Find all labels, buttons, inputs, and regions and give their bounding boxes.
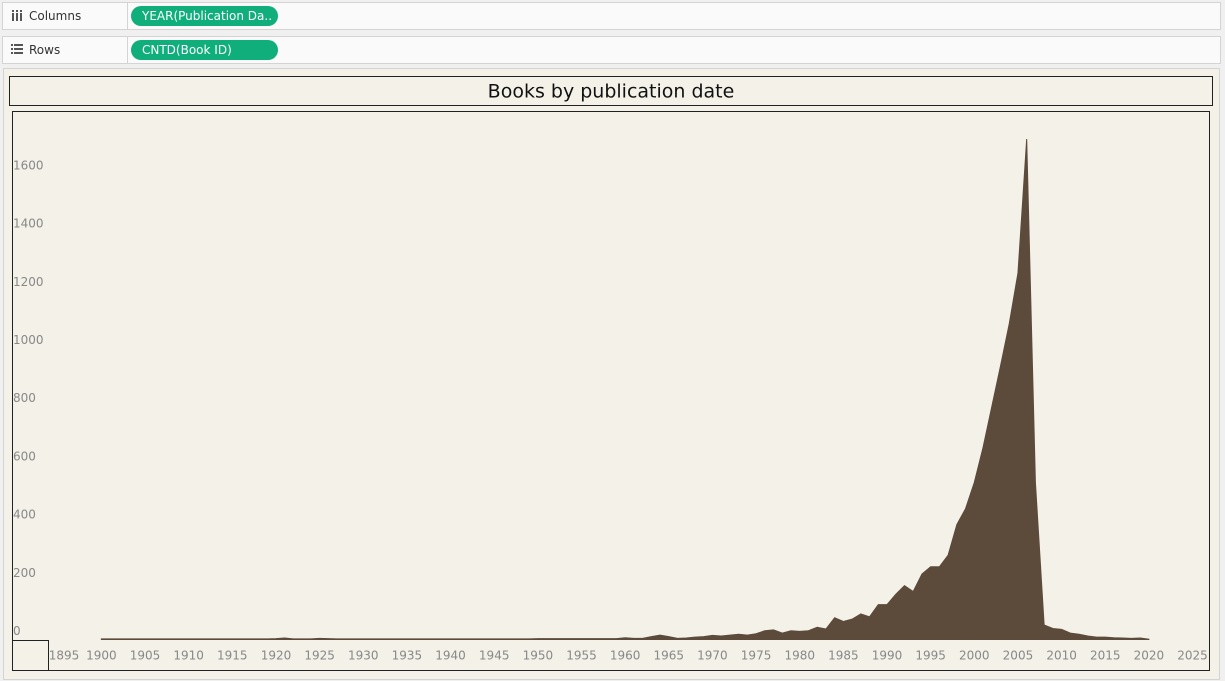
y-tick-label: 800: [13, 391, 36, 405]
x-tick-label: 2005: [1003, 649, 1034, 663]
x-tick-label: 1950: [523, 649, 554, 663]
x-tick-label: 1900: [86, 649, 117, 663]
x-tick-label: 1910: [173, 649, 204, 663]
x-tick-label: 1990: [872, 649, 903, 663]
y-tick-label: 400: [13, 508, 36, 522]
x-tick-label: 1975: [741, 649, 772, 663]
x-tick-label: 1930: [348, 649, 379, 663]
y-tick-label: 600: [13, 449, 36, 463]
x-tick-label: 2025: [1177, 649, 1208, 663]
shelf-label-text: Rows: [29, 43, 61, 57]
shelf-label: Rows: [3, 37, 128, 63]
x-tick-label: 2015: [1090, 649, 1121, 663]
x-tick-label: 2010: [1046, 649, 1077, 663]
title-box: [9, 76, 1213, 106]
plot-frame: [12, 111, 1210, 671]
chart-title: Books by publication date: [488, 81, 735, 103]
x-tick-label: 1940: [435, 649, 466, 663]
y-tick-label: 0: [13, 624, 21, 638]
x-tick-label: 2020: [1134, 649, 1165, 663]
corner-box: [12, 640, 49, 671]
x-tick-label: 1985: [828, 649, 859, 663]
y-tick-label: 200: [13, 566, 36, 580]
x-tick-label: 1960: [610, 649, 641, 663]
y-tick-label: 1400: [13, 217, 44, 231]
x-tick-label: 1945: [479, 649, 510, 663]
shelf-label: Columns: [3, 3, 128, 29]
area: [100, 139, 1150, 640]
y-tick-label: 1600: [13, 158, 44, 172]
rows-shelf: Rows CNTD(Book ID): [2, 36, 1221, 64]
x-tick-label: 1935: [392, 649, 423, 663]
view-background: [3, 68, 1220, 680]
y-tick-label: 1200: [13, 275, 44, 289]
x-tick-label: 1915: [217, 649, 248, 663]
columns-shelf: Columns YEAR(Publication Da..: [2, 2, 1221, 30]
x-tick-label: 1925: [304, 649, 335, 663]
field-pill[interactable]: CNTD(Book ID): [131, 40, 278, 60]
y-tick-label: 1000: [13, 333, 44, 347]
x-tick-label: 2000: [959, 649, 990, 663]
field-pill[interactable]: YEAR(Publication Da..: [131, 6, 278, 26]
x-tick-label: 1995: [915, 649, 946, 663]
x-tick-label: 1980: [784, 649, 815, 663]
x-tick-label: 1955: [566, 649, 597, 663]
x-tick-label: 1970: [697, 649, 728, 663]
shelf-label-text: Columns: [29, 9, 82, 23]
x-tick-label: 1905: [130, 649, 161, 663]
x-tick-label: 1920: [261, 649, 292, 663]
x-tick-label: 1895: [49, 649, 80, 663]
x-tick-label: 1965: [654, 649, 685, 663]
